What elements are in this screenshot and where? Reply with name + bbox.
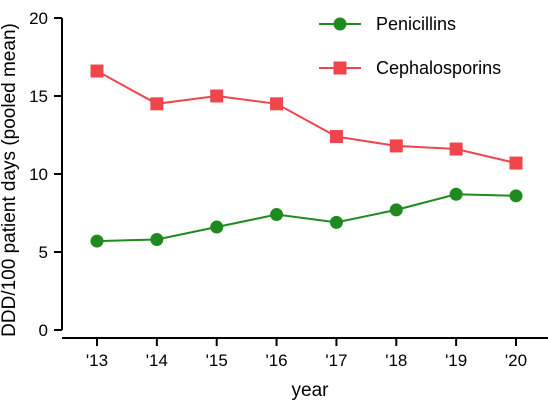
y-axis-title: DDD/100 patient days (pooled mean) (0, 23, 20, 337)
legend-label: Penicillins (376, 14, 456, 34)
data-point (509, 189, 523, 203)
legend-marker (333, 17, 347, 31)
series-penicillins (90, 187, 523, 248)
x-axis: '13 '14 '15 '16 '17 '18 '19 '20 (62, 337, 548, 370)
x-tick-label: '13 (86, 351, 108, 370)
y-tick-label: 5 (39, 243, 48, 262)
x-tick-label: '15 (206, 351, 228, 370)
y-tick-label: 10 (29, 165, 48, 184)
y-tick-label: 0 (39, 321, 48, 340)
y-axis: 0 5 10 15 20 (29, 9, 63, 340)
legend: Penicillins Cephalosporins (319, 14, 501, 78)
series-cephalosporins (90, 64, 523, 170)
x-tick-label: '16 (265, 351, 287, 370)
legend-marker (333, 61, 347, 75)
data-point (329, 215, 343, 229)
x-tick-label: '18 (385, 351, 407, 370)
x-axis-title: year (292, 380, 330, 401)
x-tick-label: '17 (325, 351, 347, 370)
data-point (210, 220, 224, 234)
legend-item: Cephalosporins (319, 58, 501, 78)
data-point (210, 89, 224, 103)
x-tick-label: '19 (445, 351, 467, 370)
legend-label: Cephalosporins (376, 58, 501, 78)
series-layer (90, 64, 523, 248)
data-point (449, 142, 463, 156)
data-point (449, 187, 463, 201)
data-point (90, 234, 104, 248)
data-point (270, 208, 284, 222)
data-point (150, 233, 164, 247)
data-point (270, 97, 284, 111)
data-point (509, 156, 523, 170)
series-line (96, 70, 517, 165)
series-line (96, 193, 517, 243)
data-point (150, 97, 164, 111)
data-point (389, 203, 403, 217)
data-point (389, 139, 403, 153)
legend-item: Penicillins (319, 14, 456, 34)
data-point (90, 64, 104, 78)
y-tick-label: 15 (29, 87, 48, 106)
x-tick-label: '20 (505, 351, 527, 370)
x-tick-label: '14 (146, 351, 168, 370)
data-point (329, 130, 343, 144)
y-tick-label: 20 (29, 9, 48, 28)
